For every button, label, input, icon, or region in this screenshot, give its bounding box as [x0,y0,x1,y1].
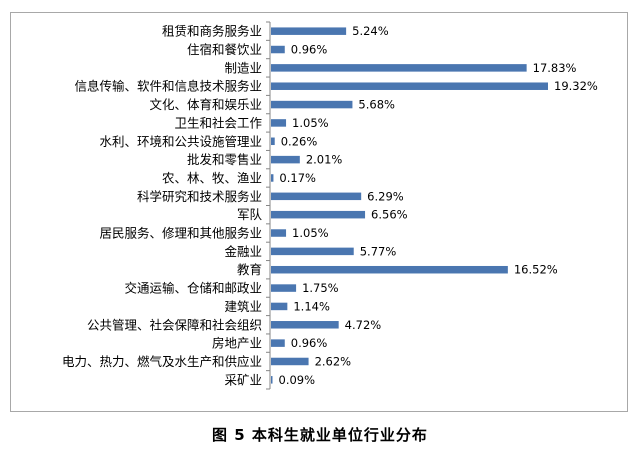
data-label: 4.72% [345,318,382,332]
bar [271,357,309,366]
bar [271,82,548,90]
data-label: 0.17% [279,171,316,185]
data-label: 5.68% [358,98,395,112]
category-label: 居民服务、修理和其他服务业 [99,226,262,241]
category-label: 金融业 [224,244,262,259]
category-label: 电力、热力、燃气及水生产和供应业 [62,354,262,369]
category-label: 制造业 [224,60,262,75]
data-label: 19.32% [554,79,598,93]
data-label: 2.01% [306,153,343,167]
bar [271,174,274,182]
data-label: 0.26% [281,134,318,148]
bar [271,302,288,311]
category-label: 教育 [237,262,262,277]
bar [271,339,285,347]
data-label: 1.05% [292,226,329,240]
bar [271,27,347,35]
bar [271,45,285,54]
category-label: 军队 [237,207,263,222]
bar [271,265,508,274]
category-label: 文化、体育和娱乐业 [149,97,262,112]
category-label: 水利、环境和公共设施管理业 [99,134,262,149]
data-label: 1.14% [293,299,330,313]
bar [271,247,354,256]
category-label: 公共管理、社会保障和社会组织 [87,317,262,332]
data-label: 1.75% [302,281,339,295]
bar [271,284,297,292]
bar [271,192,362,201]
bar [271,100,353,109]
category-label: 建筑业 [224,299,262,314]
category-label: 农、林、牧、渔业 [162,170,262,185]
category-label: 住宿和餐饮业 [187,42,262,57]
category-label: 采矿业 [224,372,262,387]
data-label: 16.52% [514,263,558,277]
bar [271,155,300,164]
data-label: 17.83% [533,61,577,75]
data-label: 5.24% [352,24,389,38]
bar [271,229,287,237]
category-label: 房地产业 [212,336,262,351]
bar [271,119,287,127]
bar [271,64,527,72]
category-label: 卫生和社会工作 [174,115,262,130]
bar [271,376,273,384]
category-label: 科学研究和技术服务业 [137,189,262,204]
category-label: 交通运输、仓储和邮政业 [124,281,262,296]
data-label: 2.62% [315,354,352,368]
data-label: 6.56% [371,208,408,222]
data-label: 0.09% [279,373,316,387]
chart-caption: 图 5 本科生就业单位行业分布 [212,426,428,444]
data-label: 0.96% [291,43,328,57]
data-label: 1.05% [292,116,329,130]
data-label: 5.77% [360,244,397,258]
category-label: 租赁和商务服务业 [162,24,262,39]
data-label: 0.96% [291,336,328,350]
bar [271,321,339,329]
bar [271,137,275,146]
bar [271,210,366,219]
category-label: 信息传输、软件和信息技术服务业 [74,79,262,94]
category-label: 批发和零售业 [187,152,262,167]
data-label: 6.29% [367,189,404,203]
